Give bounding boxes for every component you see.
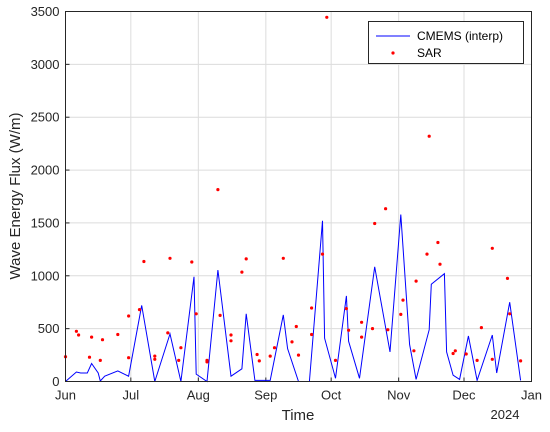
x-tick-label: Dec: [452, 388, 476, 403]
x-tick-label: Jul: [123, 388, 140, 403]
sar-point: [153, 354, 157, 358]
sar-point: [127, 356, 131, 360]
sar-point: [290, 340, 294, 344]
year-label: 2024: [491, 407, 520, 422]
sar-point: [179, 346, 183, 350]
sar-point: [100, 338, 105, 342]
legend-label-cmems: CMEMS (interp): [417, 29, 503, 43]
x-tick-label: Nov: [387, 388, 411, 403]
sar-point: [425, 252, 429, 256]
legend-label-sar: SAR: [417, 46, 442, 60]
sar-point: [194, 312, 198, 316]
sar-point: [508, 312, 512, 316]
sar-point: [216, 188, 220, 192]
sar-point: [153, 357, 157, 361]
x-axis: Jun Jul Aug Sep Oct Nov Dec Jan: [55, 377, 542, 403]
y-tick-label: 1000: [31, 268, 60, 283]
sar-point: [325, 15, 329, 19]
sar-point: [229, 339, 233, 343]
sar-point: [519, 359, 523, 363]
legend: CMEMS (interp) SAR: [368, 21, 524, 64]
x-tick-label: Sep: [254, 388, 277, 403]
sar-point: [218, 313, 222, 317]
sar-point: [505, 276, 510, 280]
sar-point: [320, 252, 325, 256]
legend-dot-swatch: [391, 51, 395, 55]
sar-point: [360, 320, 364, 324]
sar-point: [347, 328, 351, 332]
x-tick-label: Jan: [521, 388, 542, 403]
y-tick-label: 2000: [31, 163, 60, 178]
sar-point: [490, 246, 494, 250]
sar-point: [98, 358, 102, 362]
x-tick-label: Jun: [55, 388, 76, 403]
sar-point: [177, 358, 181, 362]
y-tick-label: 3000: [31, 57, 60, 72]
sar-point: [464, 352, 468, 356]
sar-point: [475, 358, 479, 362]
sar-point: [205, 360, 209, 364]
series-line-cmems: [65, 214, 522, 383]
sar-point: [87, 355, 92, 359]
sar-point: [384, 207, 388, 211]
sar-point: [142, 259, 146, 264]
sar-point: [360, 335, 364, 339]
sar-point: [438, 262, 442, 266]
sar-point: [268, 354, 272, 358]
sar-point: [399, 312, 403, 316]
sar-point: [453, 349, 457, 353]
x-tick-label: Oct: [321, 388, 342, 403]
sar-point: [168, 256, 172, 260]
sar-point: [370, 327, 375, 331]
sar-point: [166, 331, 170, 335]
sar-point: [333, 358, 338, 362]
sar-point: [401, 298, 405, 302]
grid: [65, 11, 532, 382]
y-axis: 0 500 1000 1500 2000 2500 3000 3500: [31, 4, 70, 389]
y-tick-label: 0: [52, 374, 59, 389]
sar-point: [294, 324, 298, 329]
sar-point: [229, 333, 233, 337]
sar-point: [116, 332, 120, 337]
legend-box: [368, 21, 524, 64]
sar-point: [479, 326, 483, 330]
sar-point: [257, 359, 261, 363]
y-axis-label: Wave Energy Flux (W/m): [7, 113, 24, 280]
sar-point: [255, 352, 259, 357]
sar-point: [190, 260, 194, 264]
x-axis-label: Time: [282, 407, 315, 424]
sar-point: [427, 134, 431, 138]
axes-frame: [65, 11, 532, 382]
sar-point: [451, 351, 455, 356]
sar-point: [373, 221, 377, 226]
sar-point: [74, 329, 78, 333]
plot-area: [63, 15, 523, 383]
sar-point: [244, 257, 248, 261]
x-tick-label: Aug: [187, 388, 210, 403]
y-tick-label: 3500: [31, 4, 60, 19]
sar-point: [386, 328, 390, 332]
sar-point: [90, 335, 94, 339]
sar-point: [240, 270, 244, 274]
sar-point: [137, 308, 142, 312]
sar-point: [310, 306, 314, 310]
sar-point: [296, 353, 301, 357]
y-tick-label: 2500: [31, 110, 60, 125]
sar-point: [436, 240, 440, 245]
sar-point: [310, 332, 314, 337]
sar-point: [414, 279, 418, 283]
sar-point: [344, 307, 348, 311]
sar-point: [272, 346, 277, 350]
sar-point: [281, 256, 285, 260]
sar-point: [412, 349, 416, 353]
sar-point: [490, 357, 494, 361]
y-tick-label: 1500: [31, 215, 60, 230]
sar-point: [77, 333, 81, 337]
y-tick-label: 500: [38, 321, 60, 336]
sar-point: [127, 314, 131, 318]
